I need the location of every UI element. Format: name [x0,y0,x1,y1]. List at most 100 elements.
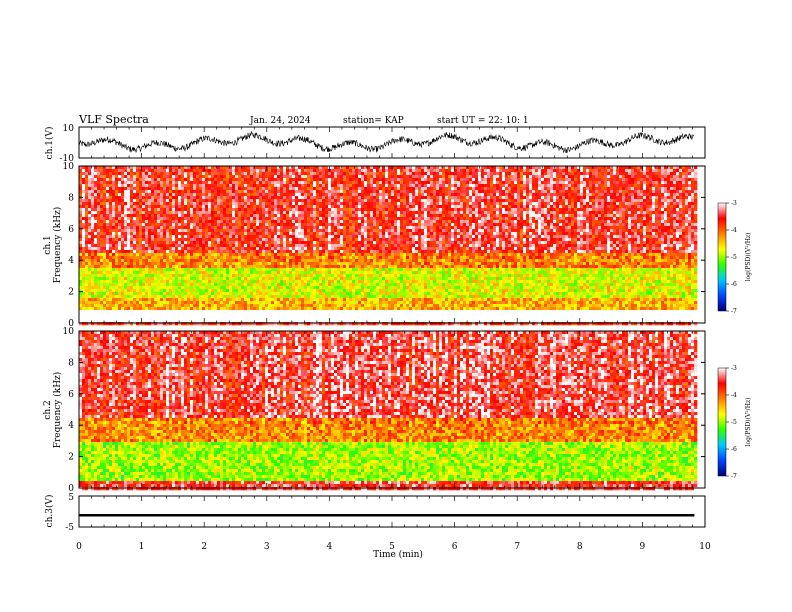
spectrogram-cell [331,226,335,230]
spectrogram-cell [292,190,296,194]
spectrogram-cell [211,247,215,251]
spectrogram-cell [328,238,332,242]
spectrogram-cell [163,169,167,173]
spectrogram-cell [262,223,266,227]
spectrogram-cell [148,202,152,206]
spectrogram-cell [172,235,176,239]
spectrogram-cell [127,307,131,311]
spectrogram-cell [256,313,260,317]
spectrogram-cell [136,265,140,269]
spectrogram-cell [238,220,242,224]
spectrogram-cell [289,283,293,287]
spectrogram-cell [136,244,140,248]
spectrogram-cell [226,319,230,323]
spectrogram-cell [205,304,209,308]
spectrogram-cell [271,181,275,185]
spectrogram-cell [169,208,173,212]
spectrogram-cell [127,241,131,245]
spectrogram-cell [187,193,191,197]
spectrogram-cell [181,229,185,233]
spectrogram-cell [196,280,200,284]
spectrogram-cell [130,199,134,203]
spectrogram-cell [109,253,113,257]
spectrogram-cell [121,190,125,194]
spectrogram-cell [244,274,248,278]
spectrogram-cell [265,229,269,233]
spectrogram-cell [340,322,344,326]
spectrogram-cell [82,295,86,299]
spectrogram-cell [136,175,140,179]
spectrogram-cell [235,244,239,248]
spectrogram-cell [181,280,185,284]
spectrogram-cell [88,322,92,326]
spectrogram-cell [229,190,233,194]
spectrogram-cell [328,316,332,320]
spectrogram-cell [112,205,116,209]
spectrogram-cell [211,166,215,170]
spectrogram-cell [331,223,335,227]
spectrogram-cell [322,166,326,170]
spectrogram-cell [238,169,242,173]
spectrogram-cell [142,265,146,269]
spectrogram-cell [334,229,338,233]
spectrogram-cell [277,184,281,188]
spectrogram-cell [163,232,167,236]
spectrogram-cell [220,241,224,245]
spectrogram-cell [88,247,92,251]
spectrogram-cell [325,232,329,236]
spectrogram-cell [253,205,257,209]
spectrogram-cell [127,223,131,227]
spectrogram-cell [241,187,245,191]
spectrogram-cell [94,247,98,251]
spectrogram-cell [256,166,260,170]
spectrogram-cell [259,211,263,215]
spectrogram-cell [88,235,92,239]
spectrogram-cell [109,208,113,212]
spectrogram-cell [274,259,278,263]
spectrogram-cell [181,307,185,311]
spectrogram-cell [334,208,338,212]
spectrogram-cell [100,313,104,317]
spectrogram-cell [334,223,338,227]
spectrogram-cell [319,286,323,290]
spectrogram-cell [223,280,227,284]
spectrogram-cell [262,238,266,242]
spectrogram-cell [211,274,215,278]
spectrogram-cell [106,211,110,215]
spectrogram-cell [226,277,230,281]
spectrogram-cell [247,214,251,218]
spectrogram-cell [295,277,299,281]
spectrogram-cell [202,301,206,305]
spectrogram-cell [226,268,230,272]
spectrogram-cell [133,280,137,284]
spectrogram-cell [124,169,128,173]
spectrogram-cell [319,187,323,191]
spectrogram-cell [310,319,314,323]
spectrogram-cell [328,214,332,218]
spectrogram-cell [337,232,341,236]
spectrogram-cell [166,172,170,176]
spectrogram-cell [88,241,92,245]
header-date: Jan. 24, 2024 [249,116,311,126]
spectrogram-cell [115,259,119,263]
spectrogram-cell [289,229,293,233]
spectrogram-cell [283,280,287,284]
spectrogram-cell [217,175,221,179]
spectrogram-cell [349,250,353,254]
spectrogram-cell [262,262,266,266]
spectrogram-cell [205,199,209,203]
spectrogram-cell [118,229,122,233]
spectrogram-cell [217,220,221,224]
spectrogram-cell [85,178,89,182]
spectrogram-cell [106,184,110,188]
spectrogram-cell [292,256,296,260]
spectrogram-cell [118,253,122,257]
spectrogram-cell [322,184,326,188]
spectrogram-cell [112,229,116,233]
spectrogram-cell [265,262,269,266]
spectrogram-cell [124,244,128,248]
spectrogram-cell [274,313,278,317]
spectrogram-cell [208,271,212,275]
spectrogram-cell [88,292,92,296]
spectrogram-cell [271,238,275,242]
